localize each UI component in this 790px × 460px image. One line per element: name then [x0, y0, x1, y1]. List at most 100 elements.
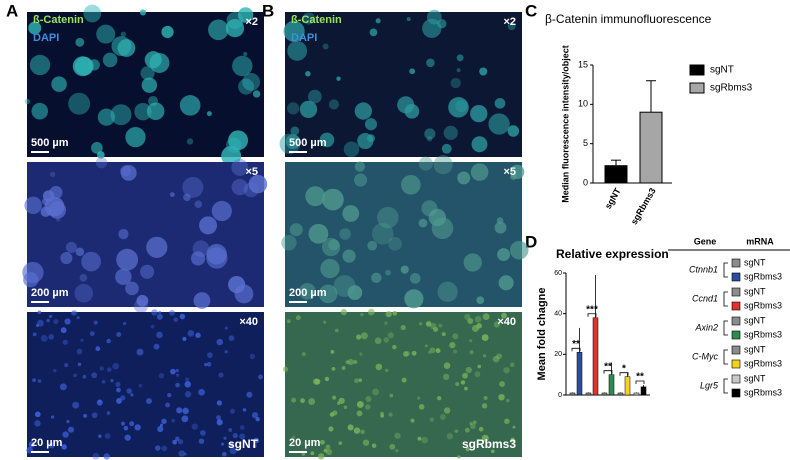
cell [91, 372, 98, 379]
cell [50, 415, 55, 419]
y-tick-label: 20 [554, 351, 562, 358]
cell [472, 420, 477, 425]
cell [301, 352, 306, 357]
cell [437, 281, 458, 302]
cell [491, 449, 495, 454]
cell [71, 310, 76, 316]
cell [406, 17, 411, 22]
cell [150, 324, 155, 329]
cell [389, 443, 396, 450]
legend-label: sgRbms3 [744, 358, 782, 368]
cell [463, 253, 482, 272]
cell [387, 332, 394, 339]
cell [221, 442, 225, 446]
cell [91, 142, 103, 154]
cell [356, 401, 364, 408]
cell [125, 126, 146, 148]
cell [206, 243, 227, 265]
cell [243, 51, 248, 56]
cell [192, 240, 210, 257]
cell [334, 328, 339, 333]
significance-label: *** [586, 304, 598, 315]
bar [608, 374, 615, 396]
cell [146, 102, 165, 121]
magnification: ×40 [239, 316, 258, 328]
cell [467, 318, 474, 324]
cell [436, 395, 442, 401]
cell [89, 331, 95, 336]
scale-bar-label: 500 µm [289, 137, 327, 149]
cell [426, 9, 442, 25]
cell [452, 333, 459, 340]
cell [469, 339, 473, 343]
cell [482, 354, 487, 358]
cell [462, 372, 468, 379]
cell [74, 283, 94, 303]
legend-label: sgRbms3 [744, 300, 782, 310]
cell [324, 376, 330, 382]
cell [318, 284, 338, 304]
cell [182, 407, 189, 415]
y-tick-label: 10 [578, 99, 588, 109]
cell [216, 415, 221, 421]
cell [510, 173, 517, 180]
cell [342, 249, 356, 263]
cell [506, 398, 510, 403]
cell [167, 393, 172, 398]
micrograph [24, 4, 264, 166]
cell [101, 379, 106, 384]
cell [418, 321, 423, 326]
cell [200, 430, 206, 436]
cell [116, 387, 121, 393]
cell [509, 362, 515, 368]
cell [156, 331, 163, 339]
cell [401, 174, 421, 195]
cell [34, 411, 41, 418]
cell [35, 323, 40, 328]
significance-bracket [619, 372, 629, 376]
cell [429, 417, 434, 422]
panel-letter: B [262, 1, 274, 20]
x-tick-label: sgRbms3 [629, 186, 658, 226]
bar [576, 352, 583, 396]
cell [384, 321, 388, 325]
scale-bar-label: 200 µm [31, 287, 69, 299]
cell [369, 28, 378, 37]
cell [291, 397, 297, 403]
cell [358, 378, 363, 383]
cell [124, 434, 131, 441]
cell [91, 412, 98, 419]
cell [418, 404, 425, 410]
cell [187, 329, 195, 337]
cell [48, 201, 67, 219]
significance-bracket [587, 313, 597, 317]
cell [417, 436, 422, 441]
bar [585, 392, 592, 396]
cell [97, 108, 116, 126]
cell [401, 377, 407, 383]
cell [123, 425, 129, 431]
micrograph-bg [285, 12, 522, 157]
cell [229, 408, 235, 414]
cell [198, 438, 205, 444]
cell [71, 310, 78, 316]
cell [510, 437, 515, 442]
cell [221, 145, 242, 166]
cell [34, 420, 41, 427]
cell [170, 368, 176, 375]
cell [481, 403, 488, 409]
cell [110, 379, 114, 383]
cell [223, 436, 227, 440]
bar [624, 376, 631, 396]
cell [308, 223, 329, 244]
cell [228, 275, 246, 294]
cell [32, 332, 37, 337]
cell [115, 268, 132, 286]
cell [375, 18, 381, 24]
cell [229, 447, 237, 455]
y-tick-label: 5 [583, 138, 588, 148]
cell [507, 22, 516, 31]
y-tick-label: 60 [554, 270, 562, 277]
bar [604, 165, 628, 184]
cell [371, 222, 394, 245]
